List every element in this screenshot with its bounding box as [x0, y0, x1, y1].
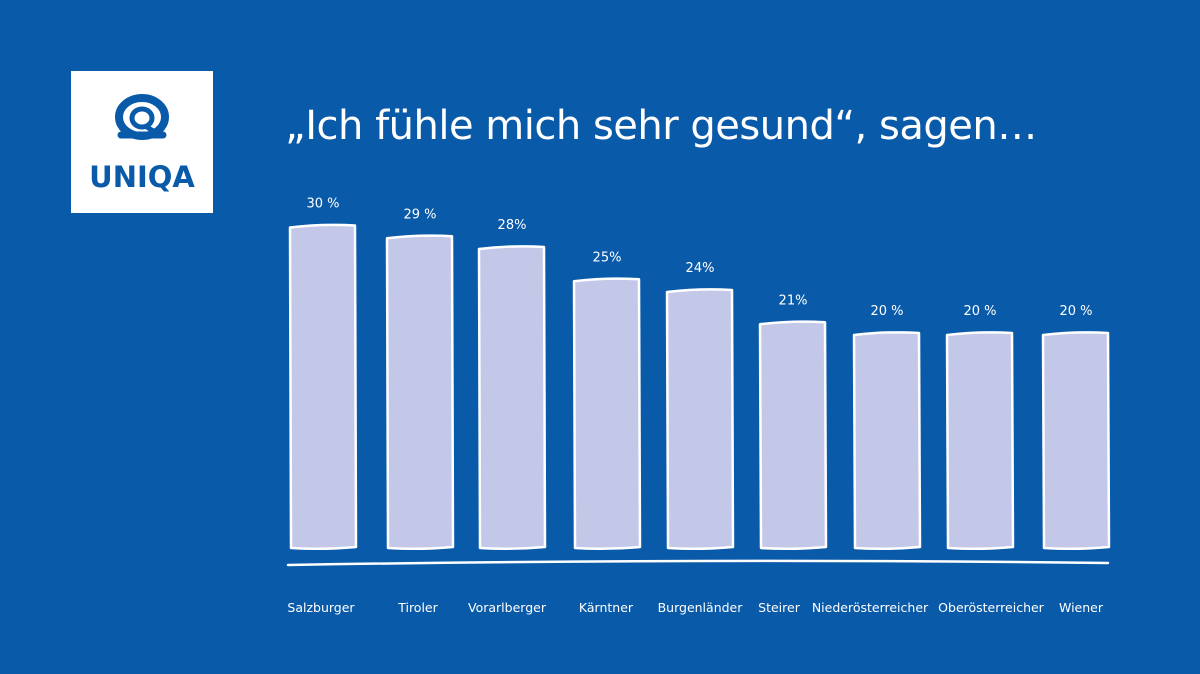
category-label: Oberösterreicher [938, 600, 1045, 615]
value-label: 30 % [306, 197, 339, 212]
value-label: 25% [593, 250, 622, 265]
bar-burgenländer [665, 288, 735, 551]
value-label: 24% [686, 261, 715, 276]
bar-wiener [1041, 331, 1111, 551]
value-label: 21% [779, 293, 808, 308]
bar-vorarlberger [477, 245, 547, 551]
value-label: 28% [498, 218, 527, 233]
value-label: 20 % [1059, 304, 1092, 319]
uniqa-logo: UNIQA [71, 71, 213, 213]
category-label: Tiroler [397, 600, 438, 615]
baseline-axis [286, 559, 1110, 567]
category-label: Niederösterreicher [812, 600, 929, 615]
value-label: 20 % [963, 304, 996, 319]
value-label: 29 % [403, 207, 436, 222]
category-label: Burgenländer [658, 600, 744, 615]
value-label: 20 % [870, 304, 903, 319]
bar-niederösterreicher [852, 331, 922, 551]
bar-salzburger [288, 223, 358, 551]
chart-title: „Ich fühle mich sehr gesund“, sagen… [285, 103, 1037, 149]
bar-steirer [758, 320, 828, 551]
logo-text: UNIQA [89, 160, 195, 194]
bar-kärntner [572, 277, 642, 551]
bar-tiroler [385, 234, 455, 551]
category-label: Salzburger [287, 600, 355, 615]
category-label: Kärntner [579, 600, 634, 615]
category-label: Vorarlberger [468, 600, 547, 615]
category-label: Wiener [1059, 600, 1104, 615]
category-label: Steirer [758, 600, 801, 615]
bar-oberösterreicher [945, 331, 1015, 551]
uniqa-q-icon [115, 94, 169, 140]
